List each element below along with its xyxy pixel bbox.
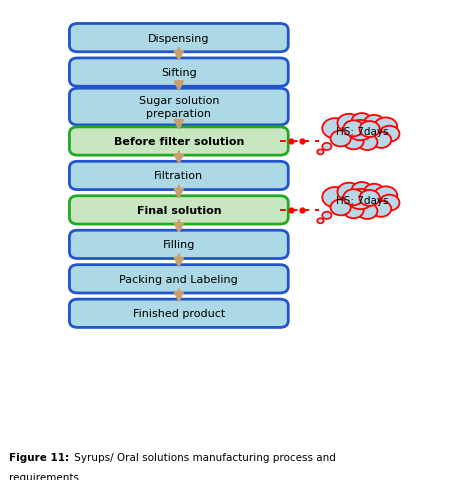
Circle shape xyxy=(357,204,377,219)
Circle shape xyxy=(364,116,384,132)
FancyBboxPatch shape xyxy=(69,196,288,225)
Text: Figure 11:: Figure 11: xyxy=(9,452,69,462)
Circle shape xyxy=(357,135,377,151)
Circle shape xyxy=(371,132,391,149)
Circle shape xyxy=(379,195,400,211)
Circle shape xyxy=(322,144,331,151)
Text: Syrups/ Oral solutions manufacturing process and: Syrups/ Oral solutions manufacturing pro… xyxy=(71,452,339,462)
Circle shape xyxy=(337,183,360,202)
Circle shape xyxy=(348,120,373,141)
Circle shape xyxy=(374,118,397,136)
Text: HS: 7days: HS: 7days xyxy=(336,127,388,136)
Circle shape xyxy=(344,190,364,206)
Circle shape xyxy=(322,188,348,208)
FancyBboxPatch shape xyxy=(69,128,288,156)
Text: Filling: Filling xyxy=(163,240,195,250)
FancyBboxPatch shape xyxy=(69,59,288,87)
Text: Final solution: Final solution xyxy=(137,205,221,216)
Circle shape xyxy=(364,184,384,200)
Circle shape xyxy=(322,212,331,219)
FancyBboxPatch shape xyxy=(69,89,288,126)
Circle shape xyxy=(344,121,364,137)
Circle shape xyxy=(317,219,324,224)
Text: Packing and Labeling: Packing and Labeling xyxy=(119,274,238,284)
Circle shape xyxy=(317,150,324,155)
Circle shape xyxy=(344,203,364,219)
FancyBboxPatch shape xyxy=(69,24,288,53)
Circle shape xyxy=(337,115,360,132)
Circle shape xyxy=(330,200,351,216)
Circle shape xyxy=(348,190,373,210)
Text: Finished product: Finished product xyxy=(133,309,225,319)
Circle shape xyxy=(371,202,391,217)
Text: Before filter solution: Before filter solution xyxy=(114,137,244,147)
FancyBboxPatch shape xyxy=(69,300,288,328)
Circle shape xyxy=(359,122,380,138)
Text: Sifting: Sifting xyxy=(161,68,197,78)
Circle shape xyxy=(374,187,397,205)
Text: requirements.: requirements. xyxy=(9,471,82,480)
Circle shape xyxy=(344,134,364,150)
Circle shape xyxy=(351,182,372,199)
Text: Filtration: Filtration xyxy=(154,171,204,181)
FancyBboxPatch shape xyxy=(69,265,288,293)
Circle shape xyxy=(322,119,348,139)
Text: Sugar solution
preparation: Sugar solution preparation xyxy=(139,96,219,119)
Text: HS: 7days: HS: 7days xyxy=(336,195,388,205)
Circle shape xyxy=(330,131,351,147)
FancyBboxPatch shape xyxy=(69,231,288,259)
Circle shape xyxy=(351,114,372,130)
Text: Dispensing: Dispensing xyxy=(148,34,210,44)
Circle shape xyxy=(359,191,380,206)
Circle shape xyxy=(379,127,400,143)
FancyBboxPatch shape xyxy=(69,162,288,190)
